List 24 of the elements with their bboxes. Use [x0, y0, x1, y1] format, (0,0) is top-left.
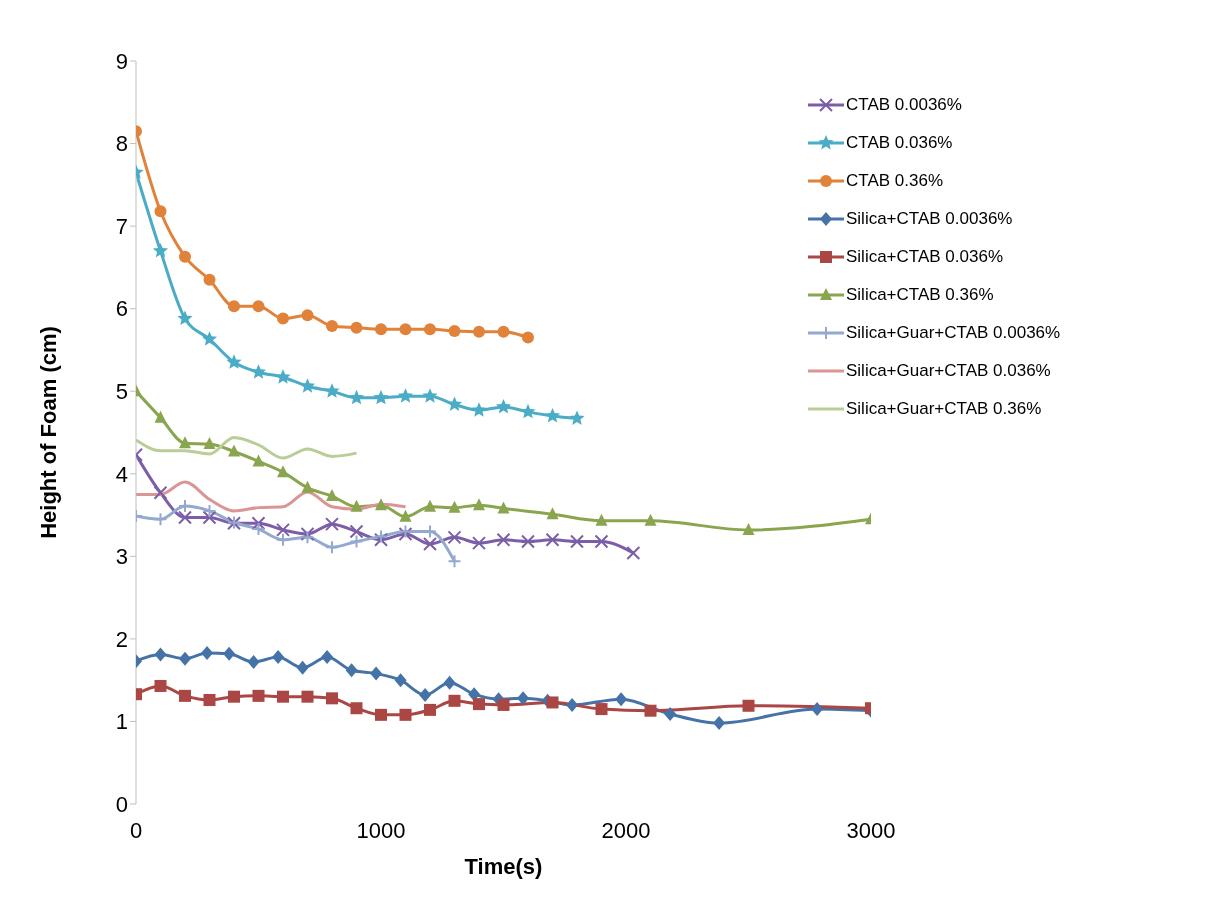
y-tick-label: 0 — [115, 791, 128, 817]
legend-label: CTAB 0.036% — [846, 133, 953, 153]
x-tick-label: 2000 — [601, 817, 651, 843]
legend-label: Silica+CTAB 0.36% — [846, 285, 994, 305]
y-tick-label: 5 — [115, 379, 128, 405]
legend-label: CTAB 0.36% — [846, 171, 944, 191]
y-tick-label: 8 — [115, 131, 128, 157]
x-tick-label: 3000 — [846, 817, 896, 843]
x-axis-title: Time(s) — [464, 854, 543, 879]
y-axis-title: Height of Foam (cm) — [35, 326, 61, 539]
y-tick-label: 7 — [115, 213, 128, 239]
legend-label: Silica+Guar+CTAB 0.0036% — [846, 323, 1061, 343]
y-tick-label: 6 — [115, 296, 128, 322]
y-tick-label: 3 — [115, 544, 128, 570]
legend-label: Silica+CTAB 0.036% — [846, 247, 1004, 267]
legend-label: CTAB 0.0036% — [846, 95, 962, 115]
legend-label: Silica+CTAB 0.0036% — [846, 209, 1013, 229]
legend-label: Silica+Guar+CTAB 0.036% — [846, 361, 1051, 381]
legend-label: Silica+Guar+CTAB 0.36% — [846, 399, 1042, 419]
y-tick-label: 1 — [115, 709, 128, 735]
y-tick-label: 4 — [115, 461, 128, 487]
y-tick-label: 9 — [115, 48, 128, 74]
x-tick-label: 1000 — [356, 817, 406, 843]
y-tick-label: 2 — [115, 626, 128, 652]
